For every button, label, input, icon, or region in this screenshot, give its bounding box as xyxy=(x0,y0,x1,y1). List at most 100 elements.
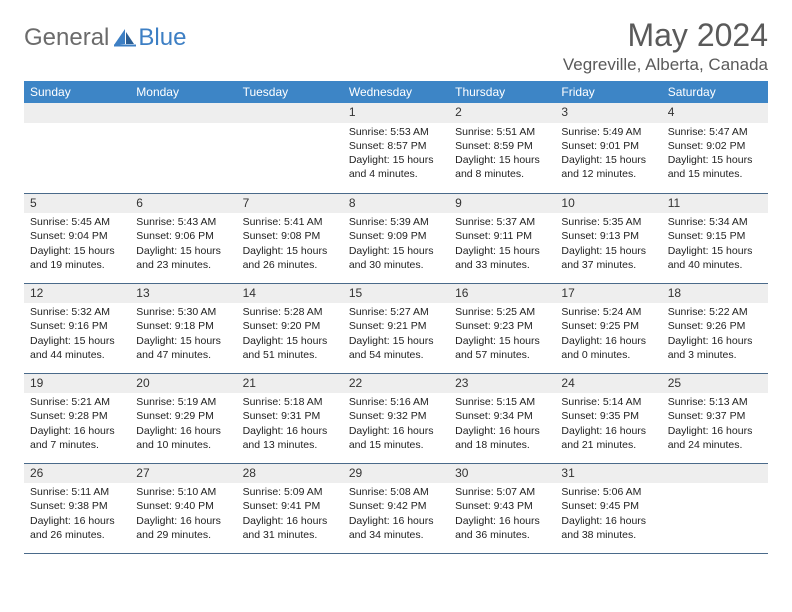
weekday-header: Saturday xyxy=(662,81,768,103)
location-text: Vegreville, Alberta, Canada xyxy=(563,55,768,75)
day-info: Sunrise: 5:43 AMSunset: 9:06 PMDaylight:… xyxy=(130,213,236,276)
calendar-cell: 6Sunrise: 5:43 AMSunset: 9:06 PMDaylight… xyxy=(130,193,236,283)
calendar-cell xyxy=(237,103,343,193)
weekday-header: Monday xyxy=(130,81,236,103)
day-number: 17 xyxy=(555,284,661,304)
calendar-cell: 26Sunrise: 5:11 AMSunset: 9:38 PMDayligh… xyxy=(24,463,130,553)
calendar-cell: 22Sunrise: 5:16 AMSunset: 9:32 PMDayligh… xyxy=(343,373,449,463)
day-number: 5 xyxy=(24,194,130,214)
day-info: Sunrise: 5:32 AMSunset: 9:16 PMDaylight:… xyxy=(24,303,130,366)
calendar-cell: 1Sunrise: 5:53 AMSunset: 8:57 PMDaylight… xyxy=(343,103,449,193)
day-number: 27 xyxy=(130,464,236,484)
day-number: 13 xyxy=(130,284,236,304)
calendar-cell: 16Sunrise: 5:25 AMSunset: 9:23 PMDayligh… xyxy=(449,283,555,373)
weekday-header-row: SundayMondayTuesdayWednesdayThursdayFrid… xyxy=(24,81,768,103)
day-info: Sunrise: 5:13 AMSunset: 9:37 PMDaylight:… xyxy=(662,393,768,456)
day-number: 7 xyxy=(237,194,343,214)
calendar-cell: 31Sunrise: 5:06 AMSunset: 9:45 PMDayligh… xyxy=(555,463,661,553)
calendar-table: SundayMondayTuesdayWednesdayThursdayFrid… xyxy=(24,81,768,554)
day-info: Sunrise: 5:47 AMSunset: 9:02 PMDaylight:… xyxy=(662,123,768,186)
day-info: Sunrise: 5:06 AMSunset: 9:45 PMDaylight:… xyxy=(555,483,661,546)
day-info: Sunrise: 5:27 AMSunset: 9:21 PMDaylight:… xyxy=(343,303,449,366)
month-title: May 2024 xyxy=(563,18,768,53)
day-number: 20 xyxy=(130,374,236,394)
day-number: 30 xyxy=(449,464,555,484)
weekday-header: Friday xyxy=(555,81,661,103)
calendar-row: 26Sunrise: 5:11 AMSunset: 9:38 PMDayligh… xyxy=(24,463,768,553)
day-info: Sunrise: 5:30 AMSunset: 9:18 PMDaylight:… xyxy=(130,303,236,366)
calendar-cell: 11Sunrise: 5:34 AMSunset: 9:15 PMDayligh… xyxy=(662,193,768,283)
calendar-cell: 18Sunrise: 5:22 AMSunset: 9:26 PMDayligh… xyxy=(662,283,768,373)
day-info: Sunrise: 5:21 AMSunset: 9:28 PMDaylight:… xyxy=(24,393,130,456)
calendar-cell: 4Sunrise: 5:47 AMSunset: 9:02 PMDaylight… xyxy=(662,103,768,193)
day-info: Sunrise: 5:11 AMSunset: 9:38 PMDaylight:… xyxy=(24,483,130,546)
calendar-row: 19Sunrise: 5:21 AMSunset: 9:28 PMDayligh… xyxy=(24,373,768,463)
calendar-row: 1Sunrise: 5:53 AMSunset: 8:57 PMDaylight… xyxy=(24,103,768,193)
day-info: Sunrise: 5:28 AMSunset: 9:20 PMDaylight:… xyxy=(237,303,343,366)
calendar-cell: 10Sunrise: 5:35 AMSunset: 9:13 PMDayligh… xyxy=(555,193,661,283)
day-info: Sunrise: 5:53 AMSunset: 8:57 PMDaylight:… xyxy=(343,123,449,186)
day-number: 31 xyxy=(555,464,661,484)
calendar-cell: 30Sunrise: 5:07 AMSunset: 9:43 PMDayligh… xyxy=(449,463,555,553)
calendar-row: 5Sunrise: 5:45 AMSunset: 9:04 PMDaylight… xyxy=(24,193,768,283)
calendar-cell: 2Sunrise: 5:51 AMSunset: 8:59 PMDaylight… xyxy=(449,103,555,193)
calendar-cell: 5Sunrise: 5:45 AMSunset: 9:04 PMDaylight… xyxy=(24,193,130,283)
day-info: Sunrise: 5:22 AMSunset: 9:26 PMDaylight:… xyxy=(662,303,768,366)
day-number: 16 xyxy=(449,284,555,304)
day-info: Sunrise: 5:35 AMSunset: 9:13 PMDaylight:… xyxy=(555,213,661,276)
calendar-cell: 20Sunrise: 5:19 AMSunset: 9:29 PMDayligh… xyxy=(130,373,236,463)
calendar-cell: 28Sunrise: 5:09 AMSunset: 9:41 PMDayligh… xyxy=(237,463,343,553)
calendar-cell: 9Sunrise: 5:37 AMSunset: 9:11 PMDaylight… xyxy=(449,193,555,283)
calendar-cell xyxy=(662,463,768,553)
calendar-cell: 29Sunrise: 5:08 AMSunset: 9:42 PMDayligh… xyxy=(343,463,449,553)
day-number: 24 xyxy=(555,374,661,394)
day-info: Sunrise: 5:16 AMSunset: 9:32 PMDaylight:… xyxy=(343,393,449,456)
calendar-cell: 24Sunrise: 5:14 AMSunset: 9:35 PMDayligh… xyxy=(555,373,661,463)
title-block: May 2024 Vegreville, Alberta, Canada xyxy=(563,18,768,75)
calendar-page: General Blue May 2024 Vegreville, Albert… xyxy=(0,0,792,612)
day-info: Sunrise: 5:34 AMSunset: 9:15 PMDaylight:… xyxy=(662,213,768,276)
calendar-cell: 3Sunrise: 5:49 AMSunset: 9:01 PMDaylight… xyxy=(555,103,661,193)
day-info: Sunrise: 5:37 AMSunset: 9:11 PMDaylight:… xyxy=(449,213,555,276)
day-info: Sunrise: 5:15 AMSunset: 9:34 PMDaylight:… xyxy=(449,393,555,456)
day-number: 14 xyxy=(237,284,343,304)
day-number: 29 xyxy=(343,464,449,484)
day-number: 28 xyxy=(237,464,343,484)
day-number: 18 xyxy=(662,284,768,304)
day-info: Sunrise: 5:51 AMSunset: 8:59 PMDaylight:… xyxy=(449,123,555,186)
day-info: Sunrise: 5:45 AMSunset: 9:04 PMDaylight:… xyxy=(24,213,130,276)
calendar-cell: 23Sunrise: 5:15 AMSunset: 9:34 PMDayligh… xyxy=(449,373,555,463)
calendar-cell: 25Sunrise: 5:13 AMSunset: 9:37 PMDayligh… xyxy=(662,373,768,463)
calendar-cell: 15Sunrise: 5:27 AMSunset: 9:21 PMDayligh… xyxy=(343,283,449,373)
weekday-header: Sunday xyxy=(24,81,130,103)
calendar-cell: 17Sunrise: 5:24 AMSunset: 9:25 PMDayligh… xyxy=(555,283,661,373)
day-number: 21 xyxy=(237,374,343,394)
day-info: Sunrise: 5:07 AMSunset: 9:43 PMDaylight:… xyxy=(449,483,555,546)
day-number: 3 xyxy=(555,103,661,123)
calendar-cell: 7Sunrise: 5:41 AMSunset: 9:08 PMDaylight… xyxy=(237,193,343,283)
day-number: 19 xyxy=(24,374,130,394)
day-number: 9 xyxy=(449,194,555,214)
day-number: 8 xyxy=(343,194,449,214)
day-info: Sunrise: 5:09 AMSunset: 9:41 PMDaylight:… xyxy=(237,483,343,546)
day-number: 25 xyxy=(662,374,768,394)
day-number: 23 xyxy=(449,374,555,394)
calendar-cell: 19Sunrise: 5:21 AMSunset: 9:28 PMDayligh… xyxy=(24,373,130,463)
day-info: Sunrise: 5:25 AMSunset: 9:23 PMDaylight:… xyxy=(449,303,555,366)
logo: General Blue xyxy=(24,18,186,52)
day-number: 10 xyxy=(555,194,661,214)
calendar-cell: 27Sunrise: 5:10 AMSunset: 9:40 PMDayligh… xyxy=(130,463,236,553)
day-info: Sunrise: 5:39 AMSunset: 9:09 PMDaylight:… xyxy=(343,213,449,276)
calendar-cell: 12Sunrise: 5:32 AMSunset: 9:16 PMDayligh… xyxy=(24,283,130,373)
day-number: 22 xyxy=(343,374,449,394)
day-info: Sunrise: 5:19 AMSunset: 9:29 PMDaylight:… xyxy=(130,393,236,456)
calendar-cell xyxy=(130,103,236,193)
calendar-cell: 13Sunrise: 5:30 AMSunset: 9:18 PMDayligh… xyxy=(130,283,236,373)
day-info: Sunrise: 5:14 AMSunset: 9:35 PMDaylight:… xyxy=(555,393,661,456)
calendar-body: 1Sunrise: 5:53 AMSunset: 8:57 PMDaylight… xyxy=(24,103,768,553)
day-number: 1 xyxy=(343,103,449,123)
logo-sail-icon xyxy=(114,29,136,47)
day-info: Sunrise: 5:49 AMSunset: 9:01 PMDaylight:… xyxy=(555,123,661,186)
weekday-header: Tuesday xyxy=(237,81,343,103)
calendar-row: 12Sunrise: 5:32 AMSunset: 9:16 PMDayligh… xyxy=(24,283,768,373)
